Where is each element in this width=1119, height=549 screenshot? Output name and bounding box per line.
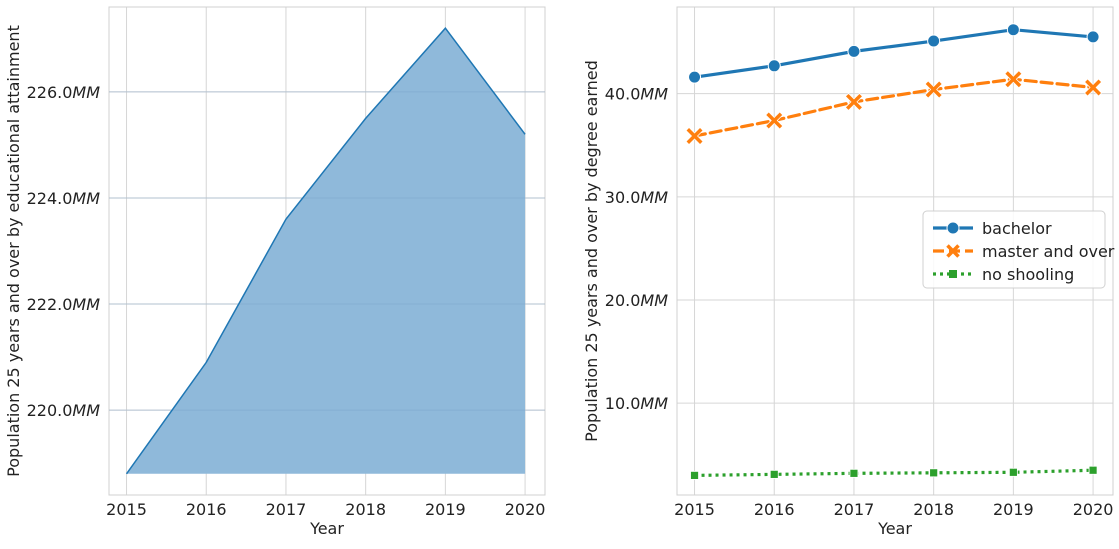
x-tick-label: 2017	[266, 500, 307, 519]
right-chart-x-tick-labels: 2015 2016 2017 2018 2019 2020	[674, 500, 1113, 519]
point-2015	[689, 71, 701, 83]
left-chart-x-tick-labels: 2015 2016 2017 2018 2019 2020	[106, 500, 545, 519]
y-tick-label: 30.0MM	[605, 188, 668, 207]
y-tick-label: 224.0MM	[27, 189, 101, 208]
point-2016	[770, 470, 778, 478]
x-tick-label: 2018	[345, 500, 386, 519]
legend-label: bachelor	[982, 219, 1052, 238]
legend-marker	[947, 222, 959, 234]
x-tick-label: 2016	[186, 500, 227, 519]
y-tick-label: 40.0MM	[605, 85, 668, 104]
point-2020	[1087, 31, 1099, 43]
y-tick-label: 220.0MM	[27, 401, 101, 420]
x-tick-label: 2019	[425, 500, 466, 519]
legend-label: master and over	[982, 242, 1115, 261]
point-2016	[768, 60, 780, 72]
x-tick-label: 2019	[993, 500, 1034, 519]
x-tick-label: 2015	[674, 500, 715, 519]
left-chart-y-axis-label: Population 25 years and over by educatio…	[4, 25, 23, 477]
right-chart-y-axis-label: Population 25 years and over by degree e…	[582, 60, 601, 442]
right-chart-legend: bachelor master and over no shooling	[923, 211, 1115, 288]
x-tick-label: 2017	[834, 500, 875, 519]
point-2019	[1007, 24, 1019, 36]
point-2019	[1009, 468, 1017, 476]
x-tick-label: 2016	[754, 500, 795, 519]
x-tick-label: 2015	[106, 500, 147, 519]
point-2015	[691, 471, 699, 479]
left-chart-x-axis-label: Year	[309, 519, 344, 538]
y-tick-label: 222.0MM	[27, 295, 101, 314]
y-tick-label: 226.0MM	[27, 83, 101, 102]
point-2017	[850, 469, 858, 477]
legend-label: no shooling	[982, 265, 1074, 284]
point-2020	[1089, 466, 1097, 474]
right-chart-x-axis-label: Year	[877, 519, 912, 538]
x-tick-label: 2020	[505, 500, 546, 519]
point-2017	[848, 45, 860, 57]
point-2018	[930, 469, 938, 477]
y-tick-label: 20.0MM	[605, 291, 668, 310]
point-2018	[928, 35, 940, 47]
legend-marker	[949, 270, 957, 278]
y-tick-label: 10.0MM	[605, 394, 668, 413]
x-tick-label: 2018	[913, 500, 954, 519]
right-chart-y-tick-labels: 10.0MM 20.0MM 30.0MM 40.0MM	[605, 85, 668, 414]
left-chart-y-tick-labels: 220.0MM 222.0MM 224.0MM 226.0MM	[27, 83, 101, 420]
x-tick-label: 2020	[1073, 500, 1114, 519]
